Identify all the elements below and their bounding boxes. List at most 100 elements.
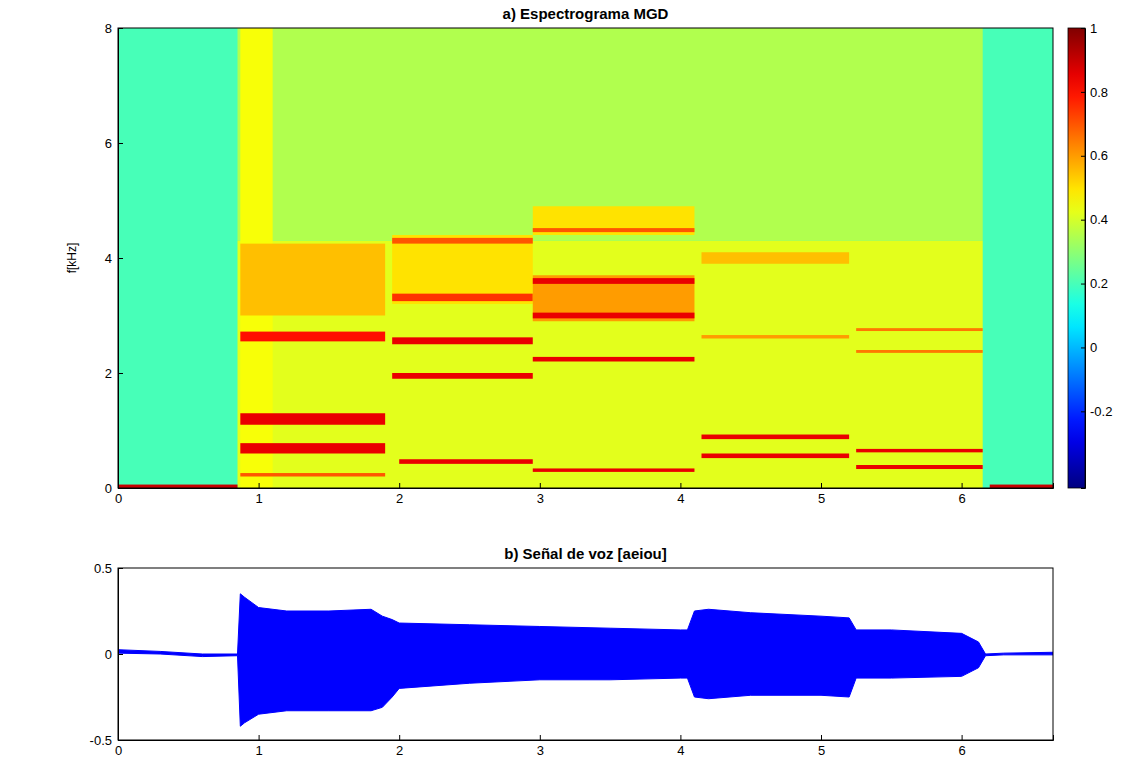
tick: 0.6 <box>1081 148 1108 163</box>
tick-mark <box>1081 411 1085 412</box>
heatmap-cell <box>990 485 1053 488</box>
heatmap-cell <box>392 238 533 244</box>
tick-label: 0 <box>105 647 112 662</box>
tick-mark <box>399 735 400 740</box>
tick-label: 0.2 <box>1090 276 1108 291</box>
axis: 0123456 <box>115 735 1054 758</box>
tick-label: 5 <box>818 743 825 758</box>
axis-title: f[kHz] <box>65 243 79 274</box>
tick: 4 <box>677 483 684 506</box>
heatmap-cell <box>240 332 385 342</box>
axis-line <box>119 29 124 489</box>
tick-label: 0.4 <box>1090 212 1108 227</box>
tick-label: 6 <box>958 491 965 506</box>
axis: 0 2 4 6 8 <box>105 21 123 496</box>
tick-label: 5 <box>818 491 825 506</box>
tick: 0.8 <box>1081 85 1108 100</box>
tick: 8 <box>105 21 123 36</box>
heatmap-cell <box>856 449 983 452</box>
tick: 2 <box>105 366 123 381</box>
tick-mark <box>1081 28 1085 29</box>
tick: 3 <box>537 483 544 506</box>
axis-line <box>119 483 1054 489</box>
heatmap-cell <box>533 206 695 235</box>
axis-line <box>119 735 1054 741</box>
tick: 0 <box>105 481 123 496</box>
axis-line <box>119 569 124 741</box>
tick: 2 <box>396 483 403 506</box>
chart-title: b) Señal de voz [aeiou] <box>504 545 667 562</box>
tick-label: 2 <box>396 743 403 758</box>
tick-mark <box>540 735 541 740</box>
plot-frame <box>118 28 1053 488</box>
tick-label: 4 <box>677 743 684 758</box>
tick-mark <box>680 483 681 488</box>
tick-label: 2 <box>105 366 112 381</box>
tick-mark <box>259 483 260 488</box>
tick: -0.2 <box>1081 404 1112 419</box>
tick: 4 <box>105 251 123 266</box>
tick-mark <box>1081 347 1085 348</box>
heatmap-cell <box>533 357 695 362</box>
heatmap-cell <box>238 241 983 488</box>
heatmap-cell <box>392 294 533 301</box>
tick-mark <box>1081 220 1085 221</box>
tick: 1 <box>1081 21 1097 36</box>
tick-label: 6 <box>105 136 112 151</box>
tick-mark <box>1081 92 1085 93</box>
heatmap-cell <box>533 278 695 284</box>
tick-mark <box>118 373 123 374</box>
tick-mark <box>399 483 400 488</box>
tick-mark <box>118 568 123 569</box>
heatmap-cell <box>533 275 695 321</box>
tick-label: -0.2 <box>1090 404 1112 419</box>
tick-label: 3 <box>537 743 544 758</box>
tick-label: 1 <box>255 743 262 758</box>
heatmap-cell <box>701 435 849 440</box>
tick-label: 0 <box>115 491 122 506</box>
heatmap-cell <box>238 28 983 241</box>
tick-mark <box>118 28 123 29</box>
tick-mark <box>821 735 822 740</box>
heatmap-cell <box>533 468 695 471</box>
tick-mark <box>118 258 123 259</box>
tick: 6 <box>958 483 965 506</box>
tick: 0.5 <box>94 561 123 576</box>
tick: 0.2 <box>1081 276 1108 291</box>
tick: 3 <box>537 735 544 758</box>
tick: 5 <box>818 735 825 758</box>
tick-mark <box>962 483 963 488</box>
tick-label: 1 <box>255 491 262 506</box>
tick-mark <box>118 488 123 489</box>
tick: 4 <box>677 735 684 758</box>
tick: 0 <box>1081 340 1097 355</box>
tick-mark <box>1081 156 1085 157</box>
heatmap-cell <box>392 337 533 344</box>
axis: -0.5 0 0.5 <box>90 561 123 748</box>
tick-label: 8 <box>105 21 112 36</box>
tick: 0 <box>105 647 123 662</box>
tick-mark <box>680 735 681 740</box>
tick-label: 0.6 <box>1090 148 1108 163</box>
axis: 0 1 2 3 4 5 6 <box>115 483 1054 506</box>
tick: 0.4 <box>1081 212 1108 227</box>
heatmap-cell <box>392 235 533 304</box>
tick: -0.5 <box>90 733 123 748</box>
tick: 6 <box>105 136 123 151</box>
colorbar <box>1068 28 1085 488</box>
heatmap-cell <box>856 465 983 469</box>
plot-area <box>118 28 1053 488</box>
heatmap-cell <box>118 28 1053 488</box>
tick: 1 <box>255 735 262 758</box>
tick-mark <box>962 735 963 740</box>
heatmap-cell <box>856 350 983 353</box>
heatmap-cell <box>701 252 849 264</box>
tick-mark <box>118 740 123 741</box>
tick-label: 2 <box>396 491 403 506</box>
heatmap-cell <box>392 373 533 379</box>
heatmap-cell <box>240 443 385 453</box>
tick-label: 3 <box>537 491 544 506</box>
tick-label: 6 <box>958 743 965 758</box>
tick-mark <box>118 654 123 655</box>
tick-mark <box>118 143 123 144</box>
